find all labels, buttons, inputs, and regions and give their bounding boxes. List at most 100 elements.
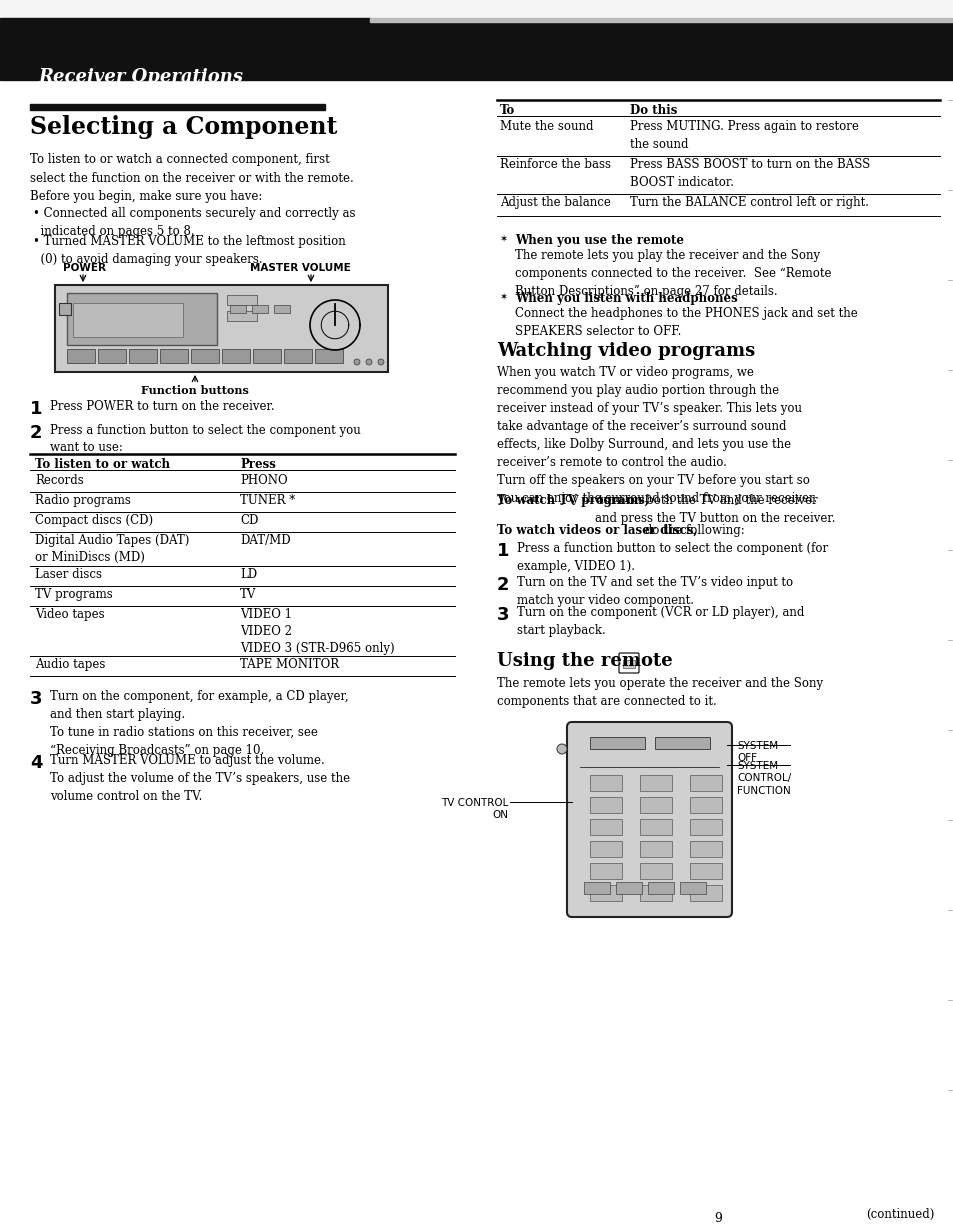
Text: VIDEO 1
VIDEO 2
VIDEO 3 (STR-D965 only): VIDEO 1 VIDEO 2 VIDEO 3 (STR-D965 only) xyxy=(240,608,395,655)
Text: 2: 2 xyxy=(30,424,43,442)
Text: Press POWER to turn on the receiver.: Press POWER to turn on the receiver. xyxy=(50,400,274,412)
Bar xyxy=(589,775,621,791)
Bar xyxy=(222,349,250,364)
Text: ✶: ✶ xyxy=(498,234,507,244)
Text: LD: LD xyxy=(240,568,257,581)
Bar xyxy=(227,311,256,321)
Text: Laser discs: Laser discs xyxy=(35,568,102,581)
Bar xyxy=(160,349,188,364)
Text: POWER: POWER xyxy=(63,263,106,273)
Text: When you watch TV or video programs, we
recommend you play audio portion through: When you watch TV or video programs, we … xyxy=(497,366,817,506)
Bar xyxy=(253,349,281,364)
Text: To: To xyxy=(499,104,515,118)
Text: Turn MASTER VOLUME to adjust the volume.
To adjust the volume of the TV’s speake: Turn MASTER VOLUME to adjust the volume.… xyxy=(50,754,350,803)
Text: Compact discs (CD): Compact discs (CD) xyxy=(35,514,153,528)
Bar xyxy=(0,0,953,18)
Text: 4: 4 xyxy=(30,754,43,772)
Bar xyxy=(284,349,312,364)
Text: Receiver Operations: Receiver Operations xyxy=(38,69,243,86)
Circle shape xyxy=(377,359,384,365)
Text: Reinforce the bass: Reinforce the bass xyxy=(499,158,610,171)
Text: Press a function button to select the component you
want to use:: Press a function button to select the co… xyxy=(50,424,360,454)
Text: Press: Press xyxy=(240,458,275,471)
Text: TAPE MONITOR: TAPE MONITOR xyxy=(240,659,338,671)
Bar xyxy=(252,305,268,313)
Bar xyxy=(689,775,721,791)
Text: Do this: Do this xyxy=(629,104,677,118)
Bar xyxy=(639,885,671,901)
Text: To listen to or watch: To listen to or watch xyxy=(35,458,170,471)
Bar xyxy=(589,819,621,835)
Text: 2: 2 xyxy=(497,577,509,594)
Text: To watch TV programs,: To watch TV programs, xyxy=(497,494,648,507)
Bar xyxy=(689,841,721,857)
Text: Digital Audio Tapes (DAT)
or MiniDiscs (MD): Digital Audio Tapes (DAT) or MiniDiscs (… xyxy=(35,534,190,564)
Text: Press MUTING. Press again to restore
the sound: Press MUTING. Press again to restore the… xyxy=(629,120,858,151)
Text: Selecting a Component: Selecting a Component xyxy=(30,115,337,140)
Text: Turn on the TV and set the TV’s video input to
match your video component.: Turn on the TV and set the TV’s video in… xyxy=(517,577,792,607)
Text: • Turned MASTER VOLUME to the leftmost position
  (0) to avoid damaging your spe: • Turned MASTER VOLUME to the leftmost p… xyxy=(33,235,345,267)
Text: Press BASS BOOST to turn on the BASS
BOOST indicator.: Press BASS BOOST to turn on the BASS BOO… xyxy=(629,158,869,188)
Text: Press a function button to select the component (for
example, VIDEO 1).: Press a function button to select the co… xyxy=(517,542,827,573)
Bar xyxy=(639,797,671,813)
Bar xyxy=(314,349,343,364)
Circle shape xyxy=(366,359,372,365)
Text: DAT/MD: DAT/MD xyxy=(240,534,291,547)
Text: Video tapes: Video tapes xyxy=(35,608,105,621)
Text: TUNER *: TUNER * xyxy=(240,494,294,507)
Bar xyxy=(679,883,705,894)
Bar xyxy=(59,304,71,315)
Text: 3: 3 xyxy=(30,690,43,707)
Text: do the following:: do the following: xyxy=(640,524,744,537)
Text: Radio programs: Radio programs xyxy=(35,494,131,507)
Text: Connect the headphones to the PHONES jack and set the
SPEAKERS selector to OFF.: Connect the headphones to the PHONES jac… xyxy=(515,307,857,338)
Text: 9: 9 xyxy=(713,1212,721,1224)
Text: TV: TV xyxy=(240,588,256,601)
Text: Adjust the balance: Adjust the balance xyxy=(499,196,610,209)
Bar xyxy=(129,349,157,364)
Bar xyxy=(616,883,641,894)
Bar xyxy=(639,819,671,835)
Bar xyxy=(67,349,95,364)
Text: Audio tapes: Audio tapes xyxy=(35,659,105,671)
Text: MASTER VOLUME: MASTER VOLUME xyxy=(250,263,351,273)
Bar xyxy=(583,883,609,894)
Bar xyxy=(689,819,721,835)
Bar xyxy=(370,22,953,80)
Text: SYSTEM
CONTROL/
FUNCTION: SYSTEM CONTROL/ FUNCTION xyxy=(737,761,790,796)
Bar xyxy=(67,293,216,345)
Bar xyxy=(689,863,721,879)
Bar xyxy=(274,305,290,313)
Bar xyxy=(639,841,671,857)
Text: Function buttons: Function buttons xyxy=(141,386,249,397)
Text: 1: 1 xyxy=(497,542,509,561)
Bar xyxy=(589,797,621,813)
Bar xyxy=(0,18,370,80)
Bar xyxy=(230,305,246,313)
Bar xyxy=(589,863,621,879)
Bar xyxy=(55,285,388,372)
Text: The remote lets you play the receiver and the Sony
components connected to the r: The remote lets you play the receiver an… xyxy=(515,248,831,297)
Bar xyxy=(589,841,621,857)
Text: Mute the sound: Mute the sound xyxy=(499,120,593,133)
Text: Turn the BALANCE control left or right.: Turn the BALANCE control left or right. xyxy=(629,196,868,209)
Text: Turn on the component (VCR or LD player), and
start playback.: Turn on the component (VCR or LD player)… xyxy=(517,606,803,636)
Text: Turn on the component, for example, a CD player,
and then start playing.
To tune: Turn on the component, for example, a CD… xyxy=(50,690,348,756)
Circle shape xyxy=(354,359,359,365)
Text: ✶: ✶ xyxy=(498,293,507,302)
Bar xyxy=(98,349,126,364)
Text: When you listen with headphones: When you listen with headphones xyxy=(515,293,737,305)
Bar xyxy=(639,775,671,791)
Bar xyxy=(647,883,673,894)
Bar xyxy=(30,104,325,110)
Circle shape xyxy=(557,744,566,754)
Text: TV CONTROL
ON: TV CONTROL ON xyxy=(440,798,507,820)
Text: CD: CD xyxy=(240,514,258,528)
Bar xyxy=(622,660,635,668)
Text: 3: 3 xyxy=(497,606,509,624)
Text: The remote lets you operate the receiver and the Sony
components that are connec: The remote lets you operate the receiver… xyxy=(497,677,822,707)
Text: When you use the remote: When you use the remote xyxy=(515,234,683,247)
Text: PHONO: PHONO xyxy=(240,474,287,487)
Text: Records: Records xyxy=(35,474,84,487)
Text: (continued): (continued) xyxy=(865,1208,934,1222)
